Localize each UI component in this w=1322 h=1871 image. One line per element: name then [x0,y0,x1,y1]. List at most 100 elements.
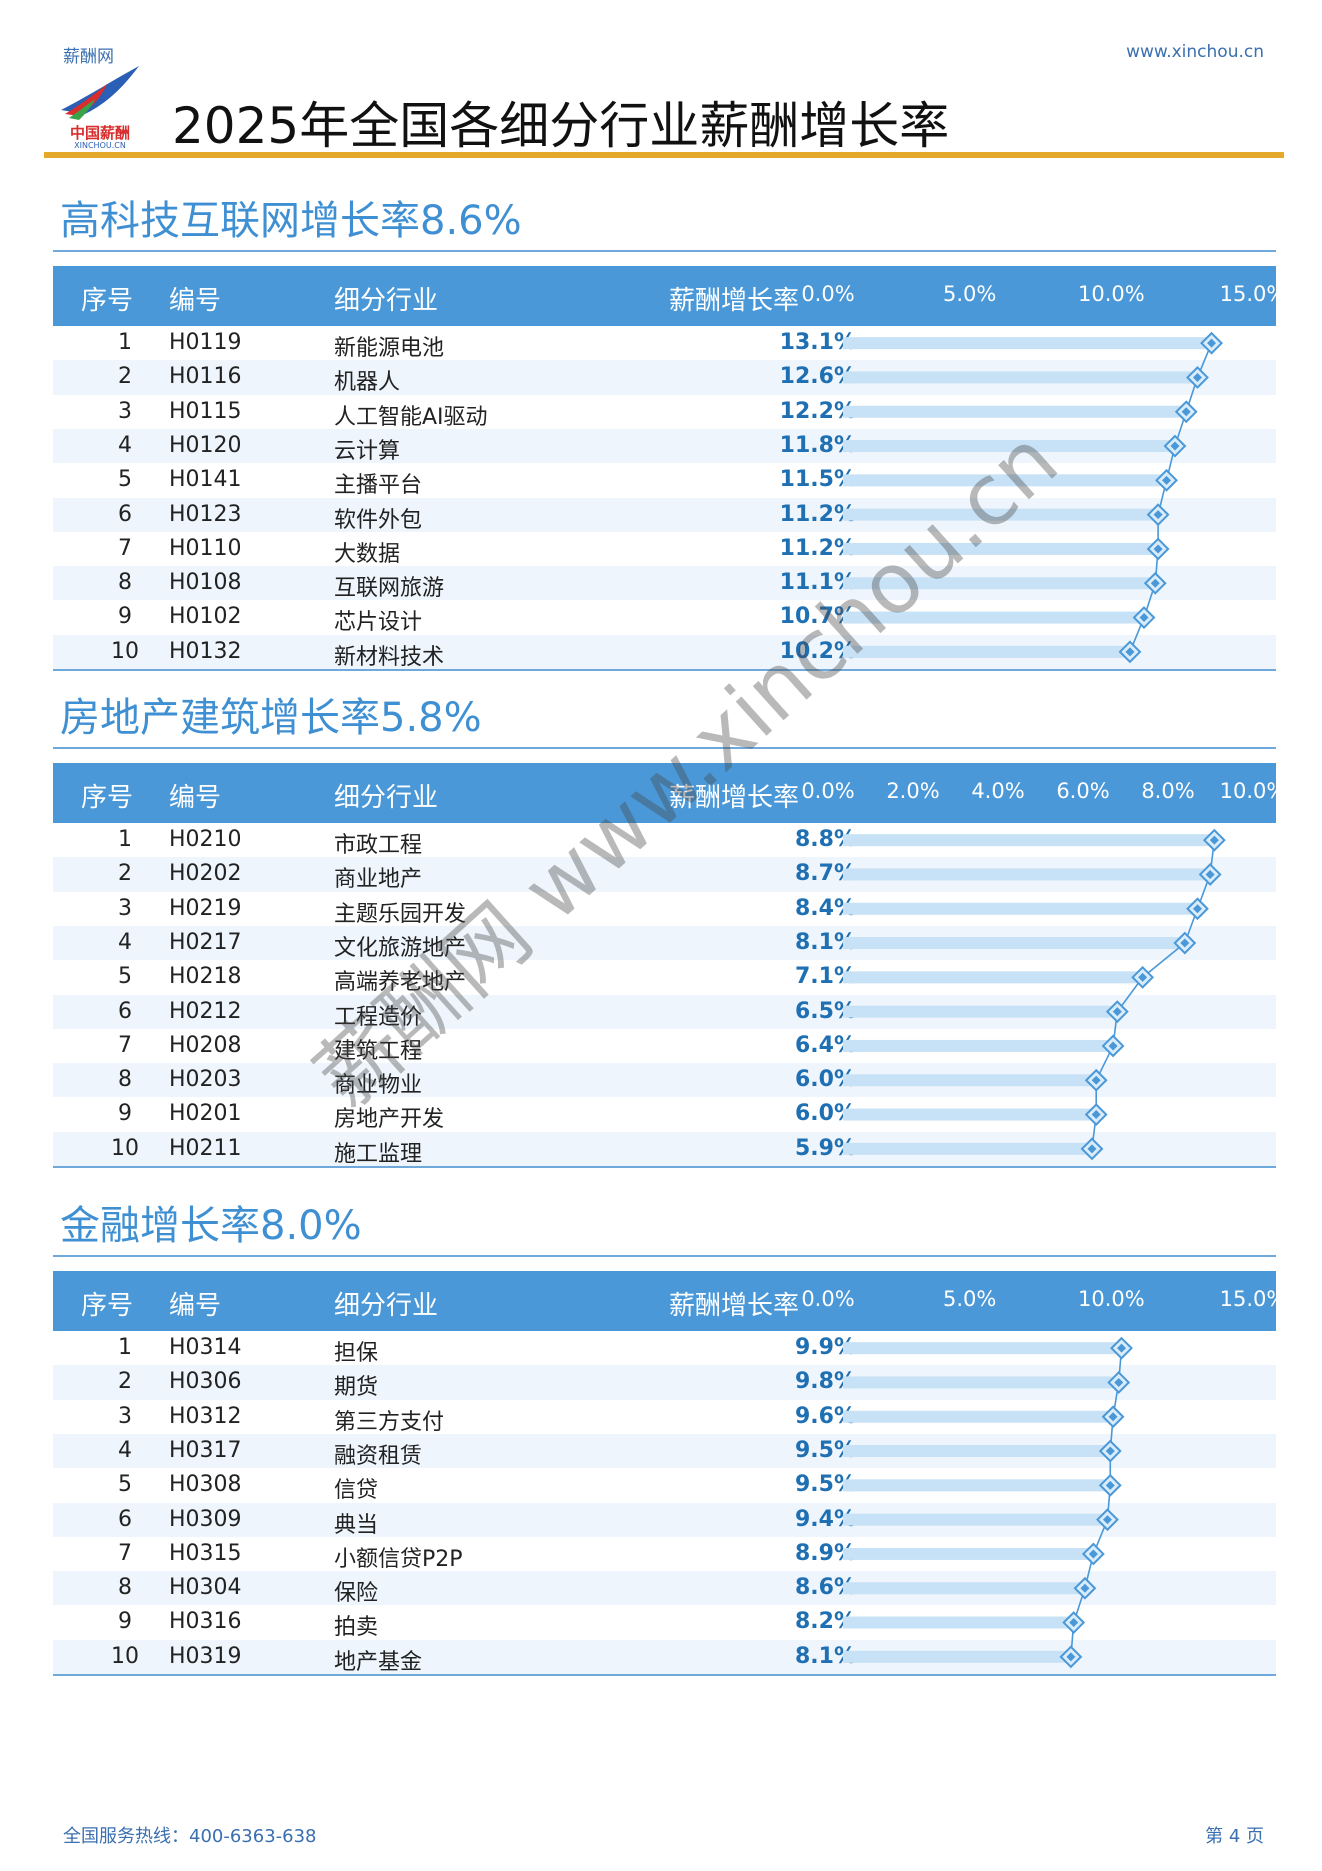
section-divider [53,1255,1276,1257]
axis-tick-label: 8.0% [1141,779,1195,803]
rate-bar [843,1410,1114,1423]
industry-code: H0123 [169,501,242,527]
rate-marker-core [1069,1618,1079,1628]
table-row: 9 H0316 拍卖 8.2% [53,1605,1276,1641]
industry-code: H0315 [169,1540,242,1566]
industry-code: H0211 [169,1135,242,1161]
rate-bar [843,1376,1119,1389]
industry-code: H0316 [169,1609,242,1635]
industry-name: 信贷 [334,1478,379,1504]
industry-code: H0201 [169,1101,242,1127]
axis-tick-label: 0.0% [801,1287,855,1311]
axis-tick-label: 6.0% [1056,779,1110,803]
axis-tick-label: 0.0% [801,282,855,306]
row-index: 3 [118,1403,132,1429]
table-row: 3 H0312 第三方支付 9.6% [53,1400,1276,1435]
industry-code: H0203 [169,1067,242,1093]
table-row: 10 H0211 施工监理 5.9% [53,1131,1276,1167]
rate-marker-core [1150,578,1160,588]
rate-bar [843,371,1198,384]
rate-bar [843,1039,1114,1052]
industry-code: H0317 [169,1437,242,1463]
rate-bar [843,834,1215,847]
site-url[interactable]: www.xinchou.cn [1126,42,1264,62]
industry-name: 小额信贷P2P [334,1546,463,1572]
row-index: 4 [118,929,132,955]
row-index: 4 [118,432,132,458]
section-title: 高科技互联网增长率8.6% [60,198,522,244]
rate-marker-core [1153,510,1163,520]
rate-marker-core [1180,938,1190,948]
column-header-index: 序号 [81,286,134,316]
row-index: 9 [118,1101,132,1127]
column-header-industry: 细分行业 [334,1291,439,1321]
row-index: 3 [118,895,132,921]
row-index: 3 [118,398,132,424]
rate-marker-core [1091,1075,1101,1085]
growth-rate-chart [843,828,1226,1161]
rate-bar [843,508,1159,521]
industry-code: H0202 [169,861,242,887]
industry-name: 商业地产 [334,867,423,893]
axis-tick-label: 4.0% [971,779,1025,803]
industry-name: 主题乐园开发 [334,901,467,927]
row-index: 6 [118,998,132,1024]
rate-marker-core [1066,1652,1076,1662]
industry-code: H0115 [169,398,242,424]
rate-bar [843,1650,1071,1663]
rate-marker-core [1192,904,1202,914]
rate-marker-core [1088,1549,1098,1559]
row-index: 5 [118,964,132,990]
axis-tick-label: 10.0% [1077,1287,1145,1311]
rate-bar [843,1074,1097,1087]
industry-name: 保险 [334,1581,379,1607]
industry-name: 新材料技术 [334,644,445,670]
column-header-code: 编号 [169,1291,222,1321]
rate-trend-line [1091,840,1216,1149]
row-index: 10 [111,1135,139,1161]
section-divider [53,250,1276,252]
industry-name: 市政工程 [334,833,423,858]
row-index: 8 [118,570,132,596]
industry-name: 软件外包 [334,507,423,533]
industry-code: H0108 [169,570,242,596]
column-header-industry: 细分行业 [334,286,439,316]
rate-marker-core [1087,1144,1097,1154]
axis-tick-label: 10.0% [1219,779,1287,803]
rate-marker-core [1139,613,1149,623]
industry-name: 房地产开发 [334,1107,445,1133]
rate-marker-core [1181,407,1191,417]
industry-name: 商业物业 [334,1073,423,1099]
industry-name: 融资租赁 [334,1443,423,1469]
industry-name: 拍卖 [334,1615,379,1641]
industry-section: 金融增长率8.0% 序号 编号 细分行业 薪酬增长率 0.0% 5.0% 10.0% 15.0%… [53,1193,1286,1676]
rate-marker-core [1108,1412,1118,1422]
rate-marker-core [1170,441,1180,451]
row-index: 6 [118,501,132,527]
rate-bar [843,440,1175,453]
table-row: 9 H0201 房地产开发 6.0% [53,1097,1276,1133]
section-title: 房地产建筑增长率5.8% [60,695,482,741]
row-index: 8 [118,1575,132,1601]
rate-bar [843,611,1145,624]
row-index: 7 [118,1032,132,1058]
section-divider [53,747,1276,749]
rate-bar [843,1547,1094,1560]
row-index: 2 [118,1369,132,1395]
rate-marker-core [1205,869,1215,879]
column-header-code: 编号 [169,783,222,813]
table-row: 6 H0212 工程造价 6.5% [53,994,1276,1030]
industry-name: 典当 [334,1512,379,1538]
rate-marker-core [1080,1583,1090,1593]
rate-marker-core [1207,338,1217,348]
title-divider [44,152,1284,158]
industry-code: H0309 [169,1506,242,1532]
row-index: 10 [111,1643,139,1669]
industry-code: H0132 [169,638,242,664]
rate-marker-core [1091,1110,1101,1120]
industry-name: 大数据 [334,541,401,567]
service-hotline: 全国服务热线：400-6363-638 [63,1826,317,1847]
page-title: 2025年全国各细分行业薪酬增长率 [172,97,950,155]
rate-marker-core [1162,475,1172,485]
table-row: 8 H0108 互联网旅游 11.1% [53,566,1276,601]
